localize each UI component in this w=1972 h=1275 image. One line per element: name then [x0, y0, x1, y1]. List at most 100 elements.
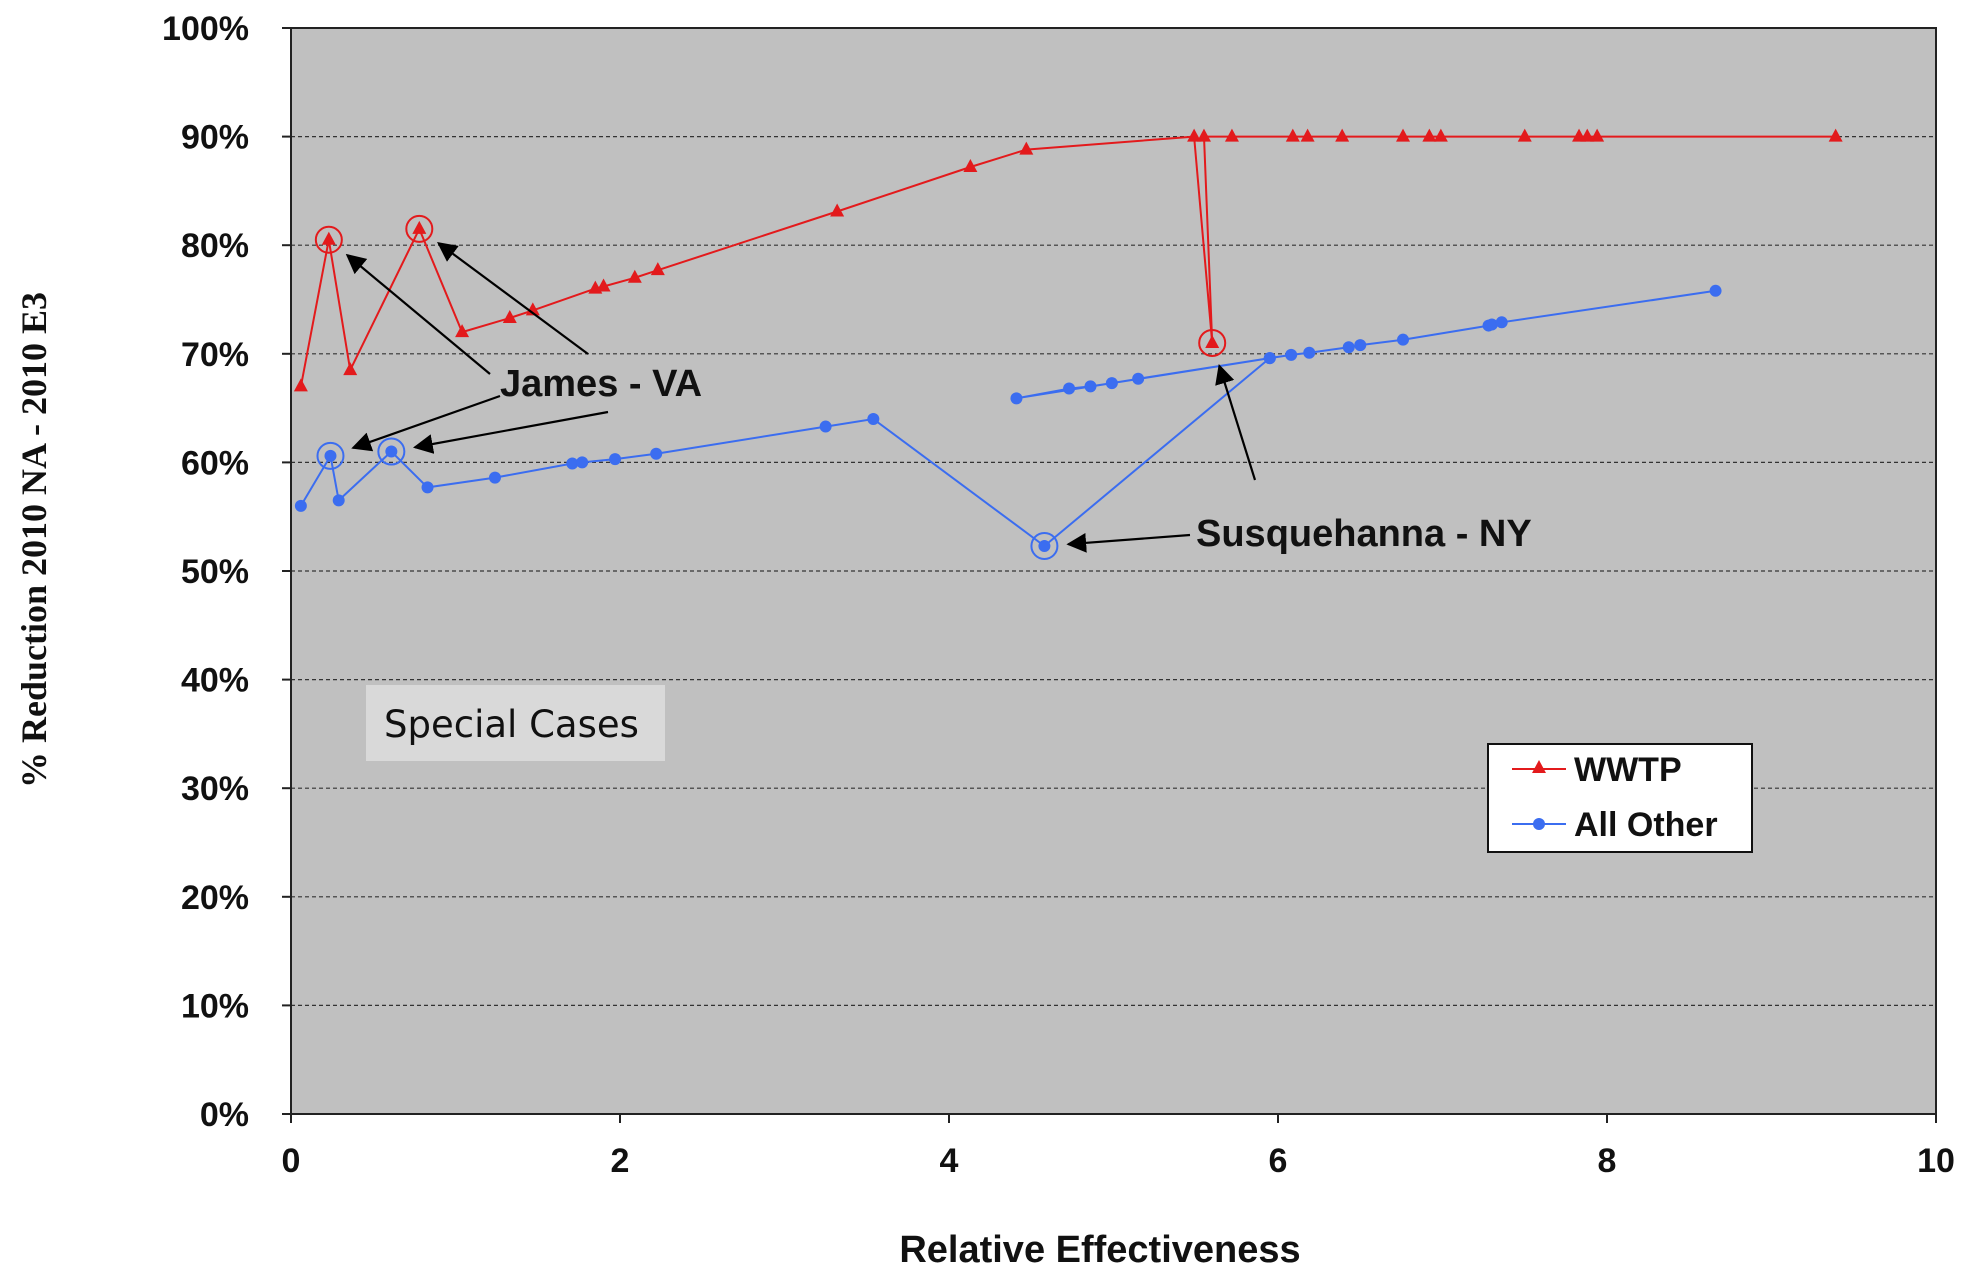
point-all-other [1263, 352, 1276, 365]
y-tick-label: 20% [181, 879, 249, 917]
highlight-circles [314, 214, 1227, 561]
point-wwtp [321, 231, 336, 245]
point-all-other [1010, 392, 1023, 405]
point-wwtp [1019, 141, 1034, 155]
point-all-other [1303, 346, 1316, 359]
y-tick-label: 100% [162, 10, 249, 48]
legend-other-circle [1533, 818, 1545, 830]
point-all-other [609, 453, 622, 466]
legend-wwtp-triangle [1532, 760, 1546, 773]
annotation-arrow-james-va [351, 394, 501, 452]
annotation-arrows [345, 242, 1257, 553]
point-wwtp [293, 378, 308, 392]
point-all-other [1084, 380, 1097, 393]
point-all-other [488, 471, 501, 484]
y-tick-label: 50% [181, 553, 249, 591]
point-wwtp [502, 309, 517, 323]
highlight-ring-wwtp [405, 214, 434, 243]
highlight-ring-wwtp [1198, 328, 1227, 357]
y-tick-label: 10% [181, 987, 249, 1025]
highlight-ring-wwtp [314, 225, 343, 254]
point-all-other [1285, 348, 1298, 361]
legend: WWTP All Other [1487, 743, 1753, 853]
point-wwtp [1285, 128, 1300, 142]
x-tick-label: 0 [282, 1142, 301, 1180]
point-all-other [294, 499, 307, 512]
legend-other-label: All Other [1574, 806, 1718, 844]
point-all-other [1709, 284, 1722, 297]
annotation-arrow-james-va [436, 242, 589, 355]
highlight-ring-all-other [377, 437, 406, 466]
annotation-arrow-james-va [413, 410, 609, 454]
point-all-other [576, 456, 589, 469]
special-cases-box: Special Cases [366, 685, 665, 761]
point-wwtp [627, 269, 642, 283]
y-tick-label: 70% [181, 336, 249, 374]
point-wwtp [650, 262, 665, 276]
point-all-other [1132, 372, 1145, 385]
point-all-other [1105, 377, 1118, 390]
point-wwtp [1433, 128, 1448, 142]
y-tick-label: 60% [181, 444, 249, 482]
annotation-susquehanna-ny: Susquehanna - NY [1196, 513, 1532, 555]
point-all-other [324, 449, 337, 462]
point-all-other [1354, 339, 1367, 352]
point-all-other [421, 481, 434, 494]
annotation-arrow-susquehanna-ny [1066, 532, 1191, 553]
y-tick-label: 30% [181, 770, 249, 808]
point-wwtp [1187, 128, 1202, 142]
x-tick-label: 6 [1269, 1142, 1288, 1180]
point-wwtp [412, 220, 427, 234]
point-wwtp [1396, 128, 1411, 142]
point-wwtp [343, 362, 358, 376]
point-wwtp [1300, 128, 1315, 142]
point-all-other [1063, 382, 1076, 395]
x-tick-label: 8 [1598, 1142, 1617, 1180]
point-wwtp [1517, 128, 1532, 142]
point-all-other [1342, 341, 1355, 354]
x-tick-label: 10 [1917, 1142, 1955, 1180]
point-wwtp [1196, 128, 1211, 142]
highlight-ring-all-other [316, 441, 345, 470]
y-tick-label: 80% [181, 227, 249, 265]
point-all-other [1038, 540, 1051, 553]
point-wwtp [525, 302, 540, 316]
point-wwtp [1205, 334, 1220, 348]
series-layer [293, 128, 1843, 553]
point-wwtp [1335, 128, 1350, 142]
x-axis-ticks: 0 2 4 6 8 10 [282, 1114, 1955, 1180]
point-wwtp [455, 324, 470, 338]
special-cases-label: Special Cases [384, 703, 639, 746]
point-all-other [1397, 333, 1410, 346]
point-all-other [566, 457, 579, 470]
gridlines [291, 136, 1936, 1007]
y-tick-label: 40% [181, 662, 249, 700]
point-all-other [332, 494, 345, 507]
x-tick-label: 4 [940, 1142, 959, 1180]
point-all-other [385, 445, 398, 458]
x-tick-label: 2 [611, 1142, 630, 1180]
point-all-other [650, 447, 663, 460]
y-tick-label: 90% [181, 119, 249, 157]
point-wwtp [830, 203, 845, 217]
annotation-james-va: James - VA [500, 363, 702, 405]
y-tick-label: 0% [200, 1096, 249, 1134]
point-all-other [1495, 316, 1508, 329]
x-axis-label: Relative Effectiveness [899, 1229, 1300, 1271]
highlight-ring-all-other [1030, 532, 1059, 561]
annotation-arrow-susquehanna-ny [1215, 363, 1257, 481]
point-wwtp [1580, 128, 1595, 142]
point-wwtp [1828, 128, 1843, 142]
annotation-arrow-james-va [345, 253, 491, 375]
legend-wwtp-label: WWTP [1574, 751, 1682, 789]
point-wwtp [1590, 128, 1605, 142]
point-wwtp [1422, 128, 1437, 142]
y-axis-label: % Reduction 2010 NA - 2010 E3 [14, 292, 54, 788]
point-all-other [867, 412, 880, 425]
point-wwtp [963, 159, 978, 173]
point-wwtp [596, 278, 611, 292]
point-all-other [819, 420, 832, 433]
point-all-other [1485, 318, 1498, 331]
point-wwtp [1224, 128, 1239, 142]
